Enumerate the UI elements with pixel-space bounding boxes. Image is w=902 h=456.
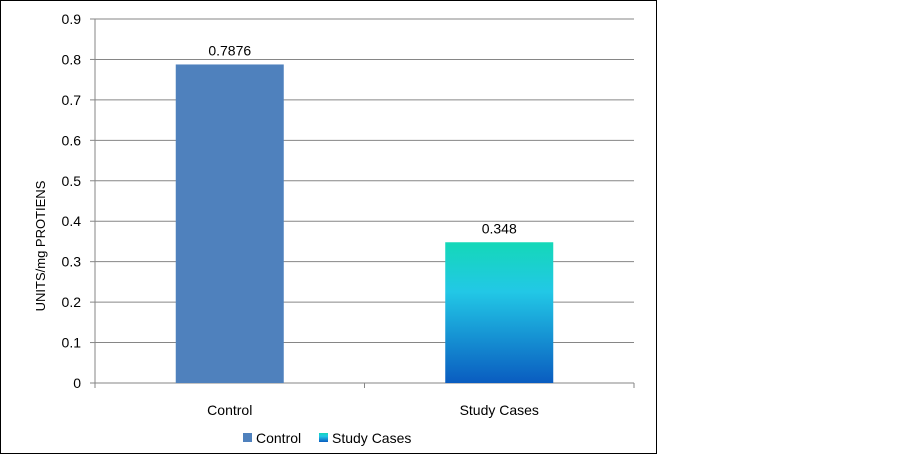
y-tick-labels: 0 0.1 0.2 0.3 0.4 0.5 0.6 0.7 0.8 0.9 bbox=[62, 11, 82, 391]
y-tick-label: 0.6 bbox=[62, 132, 82, 148]
x-tick-labels: Control Study Cases bbox=[207, 402, 539, 418]
legend-swatch bbox=[243, 433, 252, 442]
y-tick-label: 0.8 bbox=[62, 51, 82, 67]
y-tick-label: 0 bbox=[73, 375, 81, 391]
bars: 0.7876 0.348 bbox=[175, 42, 554, 383]
y-tick-label: 0.5 bbox=[62, 173, 82, 189]
legend-label: Study Cases bbox=[332, 430, 411, 446]
y-tick-label: 0.2 bbox=[62, 294, 82, 310]
legend: Control Study Cases bbox=[243, 430, 411, 446]
chart-frame: 0 0.1 0.2 0.3 0.4 0.5 0.6 0.7 0.8 0.9 0.7876 0.348… bbox=[0, 0, 657, 454]
data-label: 0.7876 bbox=[208, 42, 251, 58]
y-tick-label: 0.9 bbox=[62, 11, 82, 27]
y-tick-label: 0.1 bbox=[62, 335, 82, 351]
legend-swatch bbox=[319, 433, 328, 442]
bar-chart: 0 0.1 0.2 0.3 0.4 0.5 0.6 0.7 0.8 0.9 0.7876 0.348… bbox=[33, 11, 635, 446]
x-tick-label: Study Cases bbox=[460, 402, 539, 418]
y-tick-label: 0.7 bbox=[62, 92, 82, 108]
y-tick-label: 0.3 bbox=[62, 254, 82, 270]
bar bbox=[175, 64, 284, 383]
y-tick-label: 0.4 bbox=[62, 213, 82, 229]
x-tick-label: Control bbox=[207, 402, 252, 418]
legend-label: Control bbox=[256, 430, 301, 446]
y-axis-title: UNITS/mg PROTIENS bbox=[33, 180, 48, 311]
bar bbox=[445, 242, 554, 383]
data-label: 0.348 bbox=[482, 220, 517, 236]
